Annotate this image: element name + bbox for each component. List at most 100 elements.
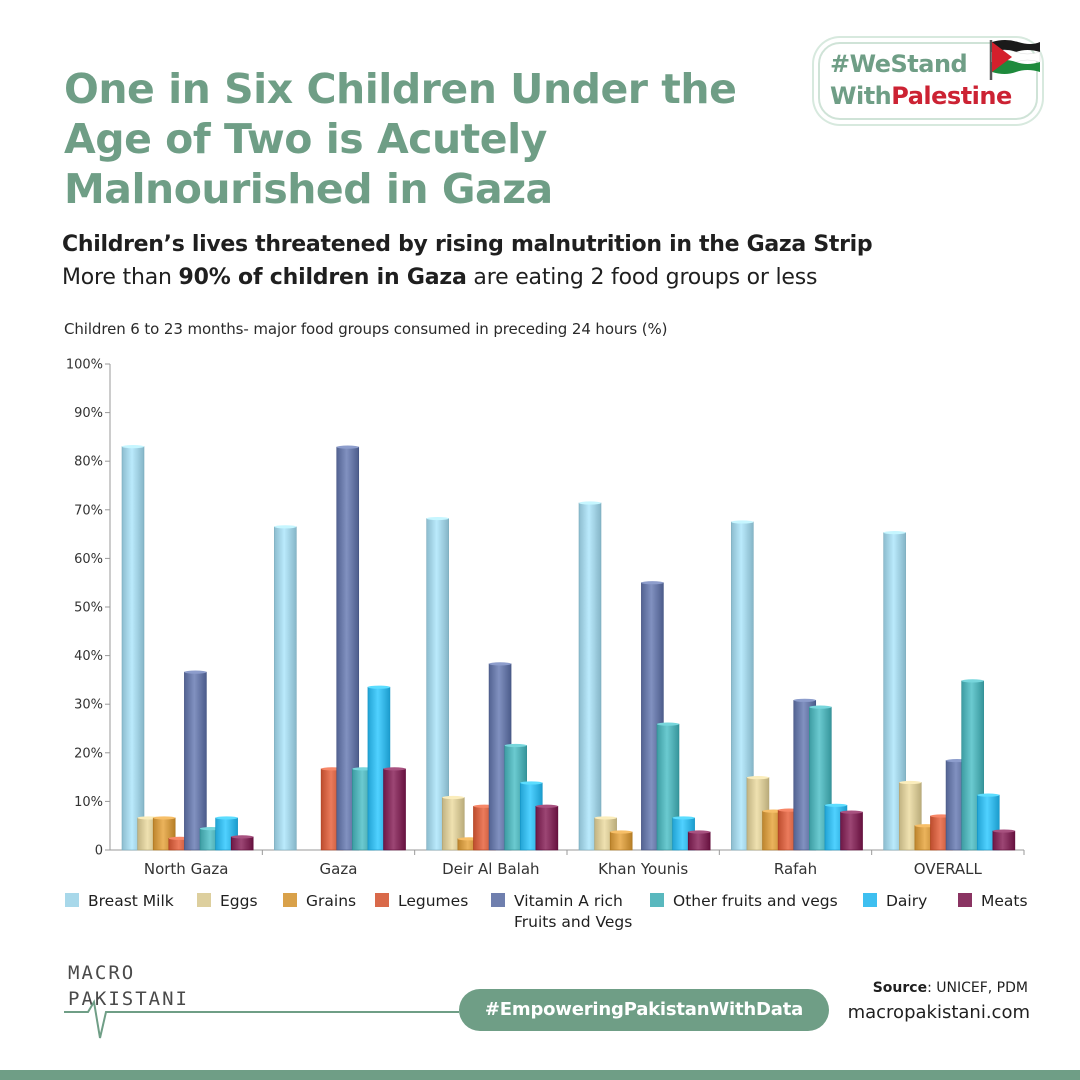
bar-cap: [883, 531, 906, 535]
y-tick-label: 60%: [74, 552, 103, 567]
tagline-end: are eating 2 food groups or less: [466, 265, 818, 290]
bar-cap: [184, 670, 207, 674]
badge-with-text: With: [830, 82, 892, 110]
page-title: One in Six Children Under the Age of Two…: [64, 65, 737, 213]
bar-cap: [520, 781, 543, 785]
source-note: Source: UNICEF, PDM: [873, 980, 1028, 996]
legend-label: Grains: [306, 892, 356, 910]
bar-cap: [535, 804, 558, 808]
x-category-label: North Gaza: [144, 860, 229, 878]
bar-cap: [977, 793, 1000, 797]
bar-cap: [961, 679, 984, 683]
bar-cap: [367, 685, 390, 689]
bar-cap: [672, 816, 695, 820]
logo-line-1: MACRO: [68, 962, 135, 984]
bar-cap: [383, 767, 406, 771]
palestine-flag-icon: [989, 40, 1041, 80]
bar-cap: [489, 662, 512, 666]
food-groups-bar-chart: 0 10% 20% 30% 40% 50% 60% 70% 80% 90% 100% North Ga…: [65, 358, 1028, 931]
bar-cap: [274, 525, 297, 529]
bar-cap: [579, 501, 601, 505]
tagline-highlight: 90% of children in Gaza: [178, 265, 467, 290]
bar-cap: [688, 830, 711, 834]
legend-swatch: [863, 893, 877, 907]
logo-line-2: PAKISTANI: [68, 988, 189, 1010]
x-category-label: Rafah: [774, 860, 817, 878]
y-tick-label: 90%: [74, 406, 103, 421]
subtitle: Children’s lives threatened by rising ma…: [62, 232, 873, 257]
bar: [578, 502, 602, 851]
bar-cap: [610, 830, 633, 834]
x-category-label: Gaza: [320, 860, 358, 878]
badge-line-2: WithPalestine: [830, 82, 1012, 110]
x-category-label: Deir Al Balah: [442, 860, 539, 878]
bar: [992, 830, 1016, 851]
tagline-start: More than: [62, 265, 179, 290]
legend-swatch: [650, 893, 664, 907]
y-tick-label: 40%: [74, 649, 103, 664]
badge-palestine-text: Palestine: [891, 82, 1012, 110]
legend-swatch: [958, 893, 972, 907]
bar-cap: [426, 516, 449, 521]
x-category-label: Khan Younis: [598, 860, 688, 878]
legend-label: Eggs: [220, 892, 258, 910]
legend-label: Other fruits and vegs: [673, 892, 838, 910]
y-tick-label: 50%: [74, 601, 103, 616]
bar-cap: [336, 445, 359, 449]
bar: [121, 446, 145, 851]
legend-label: Meats: [981, 892, 1028, 910]
y-tick-label: 30%: [74, 698, 103, 713]
badge-line-1: #WeStand: [830, 50, 968, 78]
legend-swatch: [283, 893, 297, 907]
bar-cap: [215, 816, 238, 820]
bar-cap: [122, 445, 144, 449]
bar: [230, 836, 254, 851]
legend-swatch: [65, 893, 79, 907]
y-tick-label: 20%: [74, 746, 103, 761]
legend-swatch: [197, 893, 211, 907]
bar-cap: [824, 803, 847, 807]
bar-cap: [731, 520, 754, 524]
bar: [383, 768, 406, 851]
legend-swatch: [491, 893, 505, 907]
legend-label: Dairy: [886, 892, 927, 910]
bar: [609, 831, 633, 851]
y-tick-label: 10%: [74, 795, 103, 810]
bar-cap: [594, 816, 617, 820]
bar-cap: [746, 775, 769, 780]
bar-cap: [899, 780, 922, 785]
source-value: : UNICEF, PDM: [927, 980, 1028, 996]
bar: [840, 811, 863, 851]
website-url: macropakistani.com: [847, 1002, 1030, 1023]
bar-cap: [442, 795, 465, 800]
legend-label: Legumes: [398, 892, 468, 910]
legend-label: Breast Milk: [88, 892, 174, 910]
bar-cap: [992, 829, 1015, 833]
bar: [687, 831, 711, 851]
y-tick-label: 80%: [74, 455, 103, 470]
chart-title: Children 6 to 23 months- major food grou…: [64, 320, 668, 338]
y-tick-label: 70%: [74, 503, 103, 518]
bar-cap: [840, 810, 863, 814]
bar-cap: [809, 705, 832, 709]
legend-label: Fruits and Vegs: [514, 913, 632, 931]
hashtag-pill: #EmpoweringPakistanWithData: [459, 989, 829, 1031]
y-tick-label: 100%: [66, 358, 103, 373]
tagline: More than 90% of children in Gaza are ea…: [62, 265, 817, 290]
bar: [184, 671, 207, 851]
bar-cap: [231, 835, 254, 839]
bar-cap: [657, 722, 679, 726]
bar-cap: [153, 816, 176, 820]
x-category-label: OVERALL: [914, 860, 983, 878]
we-stand-with-palestine-badge: #WeStand WithPalestine: [818, 40, 1041, 120]
bottom-accent-bar: [0, 1070, 1080, 1080]
y-tick-label: 0: [95, 844, 103, 859]
bar-cap: [641, 581, 664, 585]
bar: [535, 805, 559, 851]
source-label: Source: [872, 980, 928, 996]
bar-cap: [504, 743, 527, 748]
bar-cap: [793, 698, 816, 702]
legend-swatch: [375, 893, 389, 907]
legend-label: Vitamin A rich: [514, 892, 623, 910]
bar: [274, 526, 297, 851]
